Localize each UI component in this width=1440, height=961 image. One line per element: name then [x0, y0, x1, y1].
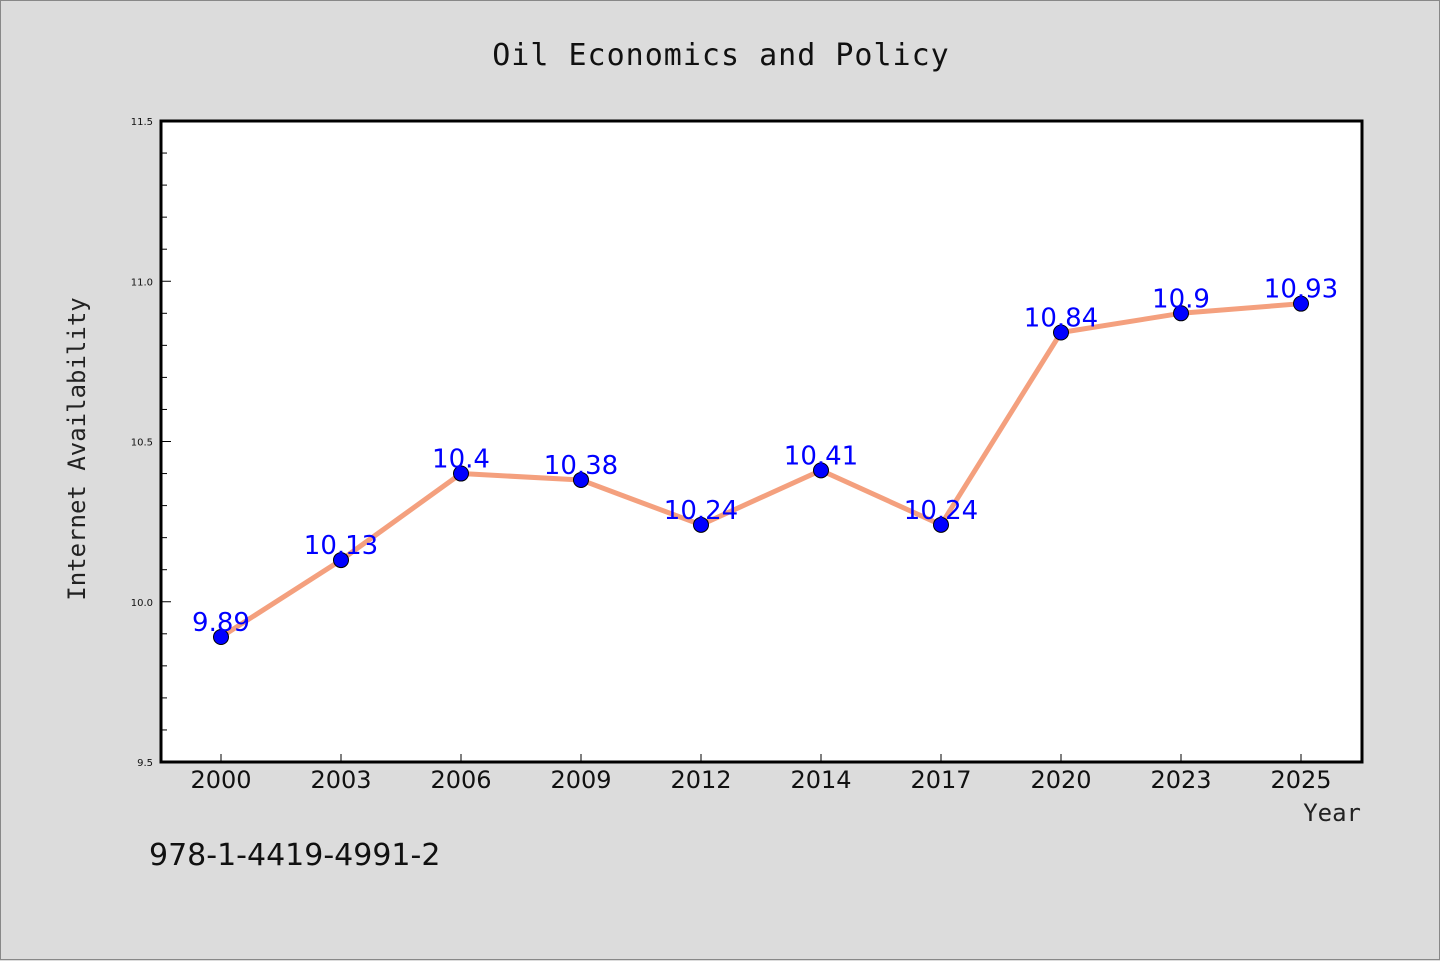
series-line-group: [218, 301, 1304, 640]
data-point: [1173, 305, 1189, 322]
data-point: [693, 516, 709, 533]
x-tick-label: 2006: [430, 766, 491, 794]
y-tick-label: 9.5: [137, 758, 153, 769]
series-line: [218, 301, 1304, 640]
data-label: 10.84: [1024, 304, 1098, 334]
data-point: [1293, 295, 1309, 312]
y-tick-label: 10.0: [131, 598, 153, 609]
data-label: 10.4: [432, 445, 490, 475]
x-tick-label: 2017: [910, 766, 971, 794]
x-tick-label: 2012: [670, 766, 731, 794]
data-label: 10.9: [1152, 284, 1210, 314]
x-axis-label: Year: [1303, 799, 1361, 827]
x-tick-label: 2020: [1030, 766, 1091, 794]
data-point: [573, 471, 589, 488]
x-tick-label: 2025: [1270, 766, 1331, 794]
isbn-annotation: 978-1-4419-4991-2: [149, 838, 440, 873]
data-point: [813, 462, 829, 479]
data-label: 10.24: [904, 496, 978, 526]
data-label: 9.89: [192, 608, 250, 638]
data-label: 10.24: [664, 496, 738, 526]
x-tick-label: 2009: [550, 766, 611, 794]
x-tick-label: 2023: [1150, 766, 1211, 794]
y-tick-label: 11.0: [131, 277, 153, 288]
x-tick-label: 2000: [190, 766, 251, 794]
data-label: 10.93: [1264, 275, 1338, 305]
data-label: 10.13: [304, 531, 378, 561]
data-markers: [213, 295, 1309, 646]
x-tick-label: 2014: [790, 766, 851, 794]
y-tick-label: 10.5: [131, 438, 153, 449]
chart-title: Oil Economics and Policy: [492, 38, 949, 73]
data-point: [933, 516, 949, 533]
data-point: [213, 629, 229, 646]
data-point: [1053, 324, 1069, 341]
y-tick-label: 11.5: [131, 117, 153, 128]
x-axis: 2000 2003 2006 2009 2012 2014 2017 2020 2023 2025: [190, 754, 1332, 794]
data-labels: 9.89 10.13 10.4 10.38 10.24 10.41 10.24 10.84 10…: [192, 275, 1338, 638]
data-label: 10.41: [784, 441, 858, 471]
y-axis-label: Internet Availability: [63, 297, 91, 600]
data-point: [453, 465, 469, 482]
plot-area: [159, 119, 1364, 764]
x-tick-label: 2003: [310, 766, 371, 794]
data-label: 10.38: [544, 451, 618, 481]
y-axis: 9.5 10.0 10.5 11.0 11.5: [131, 117, 171, 769]
data-point: [333, 552, 349, 569]
